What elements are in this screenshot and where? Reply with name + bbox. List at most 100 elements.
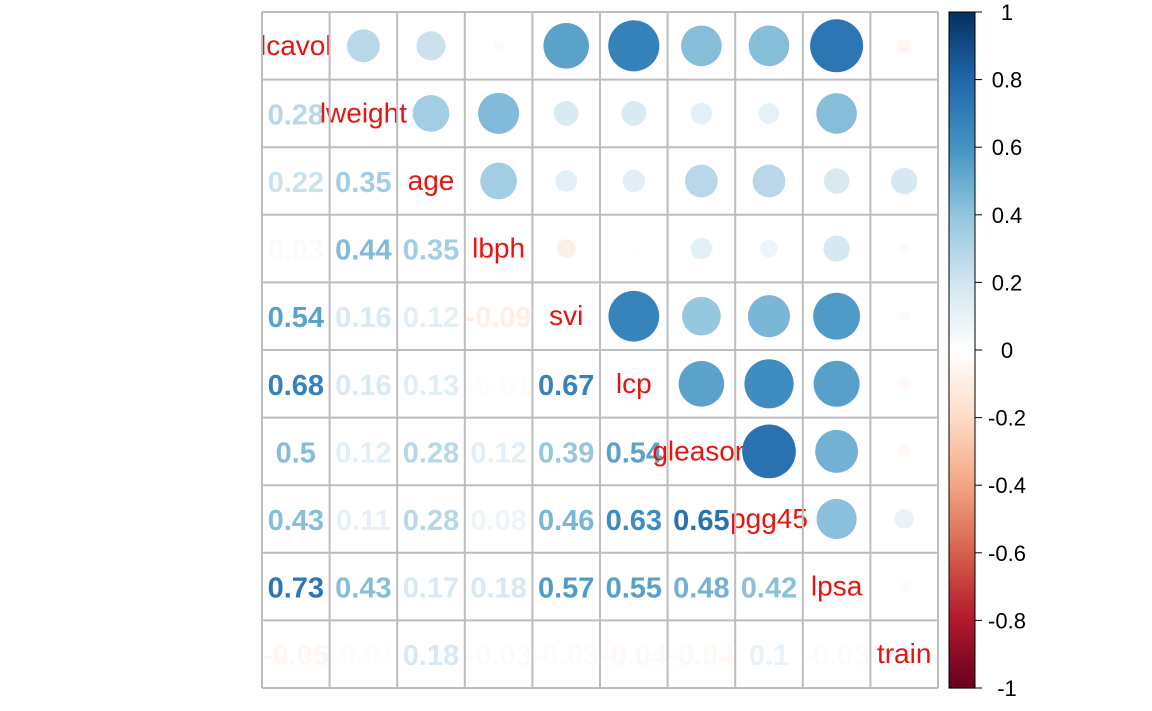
colorbar-segment [949, 45, 975, 50]
colorbar-segment [949, 566, 975, 571]
colorbar-segment [949, 647, 975, 652]
corr-circle-lcavol-lpsa [810, 19, 864, 73]
colorbar-segment [949, 194, 975, 199]
colorbar-segment [949, 279, 975, 283]
colorbar-segment [949, 613, 975, 618]
corr-circle-age-lcp [622, 169, 645, 193]
colorbar-segment [949, 451, 975, 456]
colorbar-tick-label: 1 [1001, 0, 1013, 25]
corr-circle-age-lbph [480, 162, 517, 200]
colorbar-segment [949, 137, 975, 142]
colorbar-tick-label: -0.2 [988, 406, 1026, 431]
colorbar-segment [949, 62, 975, 67]
colorbar-segment [949, 448, 975, 452]
colorbar-segment [949, 231, 975, 236]
corr-value-lcp-age: 0.13 [403, 370, 459, 402]
colorbar-segment [949, 106, 975, 111]
corr-value-train-lbph: -0.03 [466, 640, 532, 672]
colorbar-segment [949, 309, 975, 314]
corr-value-train-lpsa: -0.03 [804, 640, 870, 672]
corr-value-pgg45-gleason: 0.65 [673, 505, 729, 537]
colorbar-segment [949, 49, 975, 54]
colorbar-segment [949, 18, 975, 23]
colorbar-segment [949, 495, 975, 500]
colorbar-segment [949, 400, 975, 405]
corr-circle-lbph-train [898, 243, 910, 254]
corr-circle-lpsa-train [898, 581, 910, 592]
colorbar-segment [949, 32, 975, 37]
colorbar-segment [949, 235, 975, 240]
corr-value-svi-age: 0.12 [403, 302, 459, 334]
colorbar-tick-label: -0.8 [988, 608, 1026, 633]
colorbar-segment [949, 505, 975, 510]
corr-value-gleason-svi: 0.39 [538, 437, 594, 469]
colorbar-segment [949, 116, 975, 121]
corr-value-gleason-lcavol: 0.5 [276, 437, 316, 469]
corr-value-age-lweight: 0.35 [335, 167, 391, 199]
colorbar-segment [949, 319, 975, 324]
colorbar-segment [949, 133, 975, 138]
colorbar-segment [949, 393, 975, 398]
corr-value-train-svi: -0.03 [533, 640, 599, 672]
colorbar-segment [949, 218, 975, 223]
colorbar-segment [949, 292, 975, 297]
colorbar-segment [949, 640, 975, 645]
colorbar-segment [949, 265, 975, 270]
corr-value-lpsa-lweight: 0.43 [335, 573, 391, 605]
colorbar-tick-label: -0.6 [988, 541, 1026, 566]
colorbar-segment [949, 630, 975, 635]
corr-value-lpsa-lcavol: 0.73 [268, 573, 324, 605]
diagonal-label-lcp: lcp [616, 368, 652, 399]
corr-value-lweight-lcavol: 0.28 [268, 99, 324, 131]
corr-circle-svi-lpsa [813, 292, 860, 340]
corr-value-train-lcavol: -0.05 [263, 640, 329, 672]
grid-layer [261, 11, 939, 689]
colorbar-segment [949, 170, 975, 175]
colorbar-segment [949, 15, 975, 20]
colorbar-segment [949, 633, 975, 638]
corr-value-gleason-lbph: 0.12 [470, 437, 526, 469]
colorbar-segment [949, 22, 975, 27]
colorbar-segment [949, 579, 975, 584]
corr-circle-lcavol-pgg45 [748, 25, 790, 67]
corr-circle-lcp-train [898, 377, 911, 390]
corr-value-train-lweight: -0.01 [330, 640, 396, 672]
corr-circle-pgg45-lpsa [816, 498, 857, 540]
colorbar-segment [949, 316, 975, 321]
colorbar-segment [949, 93, 975, 98]
colorbar-segment [949, 255, 975, 260]
colorbar-segment [949, 12, 975, 16]
colorbar-segment [949, 272, 975, 277]
corr-value-svi-lweight: 0.16 [335, 302, 391, 334]
colorbar-segment [949, 187, 975, 192]
colorbar-segment [949, 35, 975, 40]
diagonal-label-gleason: gleason [652, 435, 750, 466]
colorbar-segment [949, 515, 975, 520]
colorbar-segment [949, 147, 975, 152]
diagonal-label-train: train [877, 638, 931, 669]
colorbar-segment [949, 535, 975, 540]
colorbar-segment [949, 322, 975, 327]
colorbar-tick-label: 0 [1001, 338, 1013, 363]
colorbar-segment [949, 660, 975, 665]
corr-value-train-lcp: -0.04 [601, 640, 667, 672]
corr-value-pgg45-lcp: 0.63 [606, 505, 662, 537]
colorbar-segment [949, 380, 975, 385]
colorbar-segment [949, 596, 975, 601]
corr-circle-svi-train [898, 310, 910, 322]
colorbar-segment [949, 454, 975, 459]
colorbar-segment [949, 174, 975, 179]
corr-value-svi-lbph: -0.09 [466, 302, 532, 334]
colorbar-segment [949, 333, 975, 338]
colorbar-segment [949, 434, 975, 439]
colorbar-segment [949, 143, 975, 148]
corr-circle-lcavol-age [416, 31, 446, 61]
corr-circle-lweight-lpsa [816, 93, 857, 134]
colorbar-segment [949, 197, 975, 202]
colorbar-segment [949, 606, 975, 611]
corr-circle-age-gleason [685, 164, 718, 198]
colorbar-segment [949, 546, 975, 551]
colorbar-segment [949, 140, 975, 145]
colorbar-segment [949, 437, 975, 442]
colorbar-segment [949, 211, 975, 216]
